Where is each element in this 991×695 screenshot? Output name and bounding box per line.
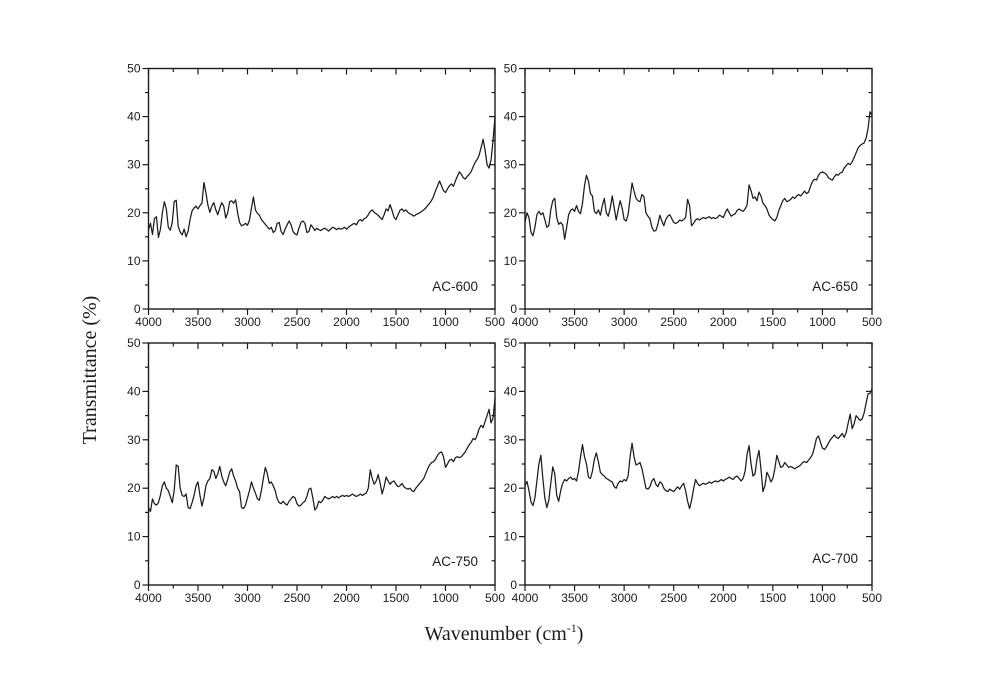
y-tick-label: 20	[127, 481, 141, 495]
y-tick-label: 0	[510, 578, 517, 592]
x-axis-title: Wavenumber (cm-1)	[425, 621, 584, 645]
y-tick-label: 30	[127, 433, 141, 447]
x-tick-label: 1500	[383, 591, 410, 605]
x-tick-label: 3000	[611, 315, 638, 329]
x-axis-title-main: Wavenumber (cm	[425, 623, 568, 645]
y-tick-label: 50	[127, 62, 141, 76]
x-tick-label: 1000	[432, 315, 459, 329]
y-tick-label: 50	[504, 336, 518, 350]
x-tick-label: 3000	[611, 591, 638, 605]
x-tick-label: 2500	[660, 591, 687, 605]
panel-label-ac650: AC-650	[812, 279, 858, 294]
y-tick-label: 40	[127, 384, 141, 398]
y-tick-label: 30	[504, 158, 518, 172]
x-tick-label: 4000	[135, 591, 162, 605]
x-axis-title-superscript: -1	[567, 621, 577, 635]
x-tick-label: 1500	[383, 315, 410, 329]
y-tick-label: 10	[504, 530, 518, 544]
y-tick-label: 10	[127, 530, 141, 544]
plot-frame-top-right	[524, 67, 873, 310]
y-tick-label: 50	[127, 336, 141, 350]
x-tick-label: 3000	[234, 591, 261, 605]
panel-label-ac600: AC-600	[432, 279, 478, 294]
spectrum-curve-ac-650	[524, 111, 873, 240]
spectrum-curve-ac-700	[524, 388, 873, 510]
y-tick-label: 40	[504, 384, 518, 398]
x-tick-label: 1500	[760, 591, 787, 605]
y-tick-label: 10	[504, 254, 518, 268]
x-tick-label: 1000	[809, 315, 836, 329]
x-axis-title-close: )	[577, 623, 584, 645]
y-axis-title: Transmittance (%)	[79, 296, 101, 445]
x-tick-label: 3500	[185, 591, 212, 605]
x-tick-label: 2500	[284, 315, 311, 329]
y-tick-label: 0	[134, 578, 141, 592]
panel-label-ac750: AC-750	[432, 554, 478, 569]
x-tick-label: 2500	[284, 591, 311, 605]
spectrum-curve-ac-750	[147, 398, 496, 513]
x-tick-label: 1000	[432, 591, 459, 605]
x-tick-label: 4000	[512, 315, 539, 329]
y-tick-label: 20	[504, 206, 518, 220]
plot-frame-bottom-left	[147, 342, 496, 586]
x-tick-label: 2000	[710, 315, 737, 329]
x-tick-label: 500	[862, 591, 882, 605]
y-tick-label: 20	[127, 206, 141, 220]
x-tick-label: 4000	[512, 591, 539, 605]
x-tick-label: 2000	[333, 591, 360, 605]
x-tick-label: 3500	[185, 315, 212, 329]
y-tick-label: 20	[504, 481, 518, 495]
y-tick-label: 40	[127, 110, 141, 124]
x-tick-label: 500	[485, 315, 505, 329]
x-tick-label: 4000	[135, 315, 162, 329]
y-tick-label: 0	[510, 302, 517, 316]
x-tick-label: 500	[485, 591, 505, 605]
generated-axes-and-curves: 4000 3500 3000 2500 2000 1500 1000 500010203040…	[127, 62, 882, 606]
y-tick-label: 30	[127, 158, 141, 172]
plot-frame-bottom-right	[524, 342, 873, 586]
x-tick-label: 2000	[710, 591, 737, 605]
x-tick-label: 2000	[333, 315, 360, 329]
spectrum-curve-ac-600	[147, 115, 496, 238]
x-tick-label: 3000	[234, 315, 261, 329]
x-tick-label: 3500	[561, 591, 588, 605]
y-tick-label: 0	[134, 302, 141, 316]
y-tick-label: 50	[504, 62, 518, 76]
x-tick-label: 500	[862, 315, 882, 329]
x-tick-label: 3500	[561, 315, 588, 329]
x-tick-label: 1500	[760, 315, 787, 329]
y-tick-label: 30	[504, 433, 518, 447]
x-tick-label: 2500	[660, 315, 687, 329]
y-tick-label: 10	[127, 254, 141, 268]
y-tick-label: 40	[504, 110, 518, 124]
panel-label-ac700: AC-700	[812, 551, 858, 566]
x-tick-label: 1000	[809, 591, 836, 605]
